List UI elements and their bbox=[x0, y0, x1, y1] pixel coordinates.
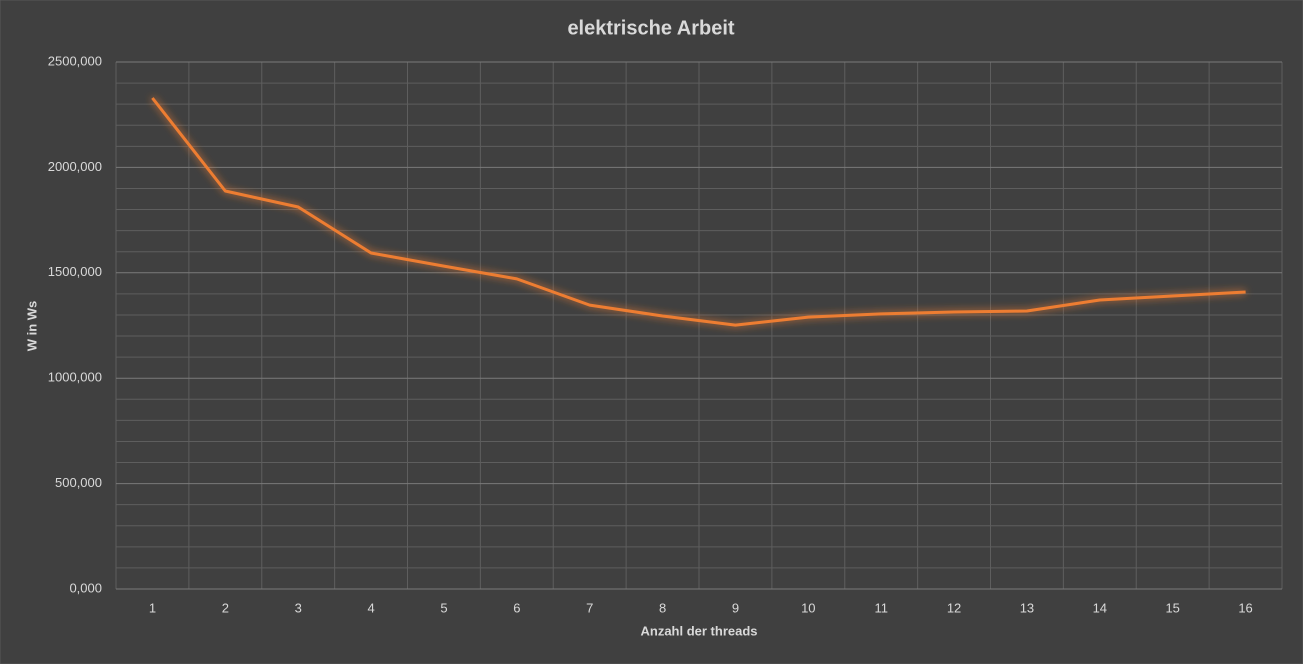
y-tick-label: 500,000 bbox=[55, 475, 102, 490]
x-tick-label: 14 bbox=[1093, 600, 1107, 615]
x-tick-label: 3 bbox=[295, 600, 302, 615]
x-tick-label: 10 bbox=[801, 600, 815, 615]
x-tick-label: 2 bbox=[222, 600, 229, 615]
x-tick-label: 9 bbox=[732, 600, 739, 615]
y-tick-label: 0,000 bbox=[69, 580, 102, 595]
y-axis-label: W in Ws bbox=[24, 301, 39, 352]
x-tick-label: 16 bbox=[1238, 600, 1252, 615]
y-tick-label: 2000,000 bbox=[48, 159, 102, 174]
x-tick-label: 13 bbox=[1020, 600, 1034, 615]
chart-title: elektrische Arbeit bbox=[567, 17, 734, 39]
x-tick-label: 4 bbox=[367, 600, 374, 615]
x-tick-label: 11 bbox=[874, 600, 888, 615]
x-axis-label: Anzahl der threads bbox=[640, 623, 757, 638]
x-tick-label: 8 bbox=[659, 600, 666, 615]
y-tick-label: 1500,000 bbox=[48, 264, 102, 279]
x-tick-label: 1 bbox=[149, 600, 156, 615]
y-tick-label: 1000,000 bbox=[48, 370, 102, 385]
y-tick-label: 2500,000 bbox=[48, 53, 102, 68]
data-line bbox=[151, 97, 1246, 327]
x-tick-label: 7 bbox=[586, 600, 593, 615]
x-tick-label: 6 bbox=[513, 600, 520, 615]
x-tick-label: 12 bbox=[947, 600, 961, 615]
x-tick-label: 15 bbox=[1165, 600, 1179, 615]
x-tick-label: 5 bbox=[440, 600, 447, 615]
